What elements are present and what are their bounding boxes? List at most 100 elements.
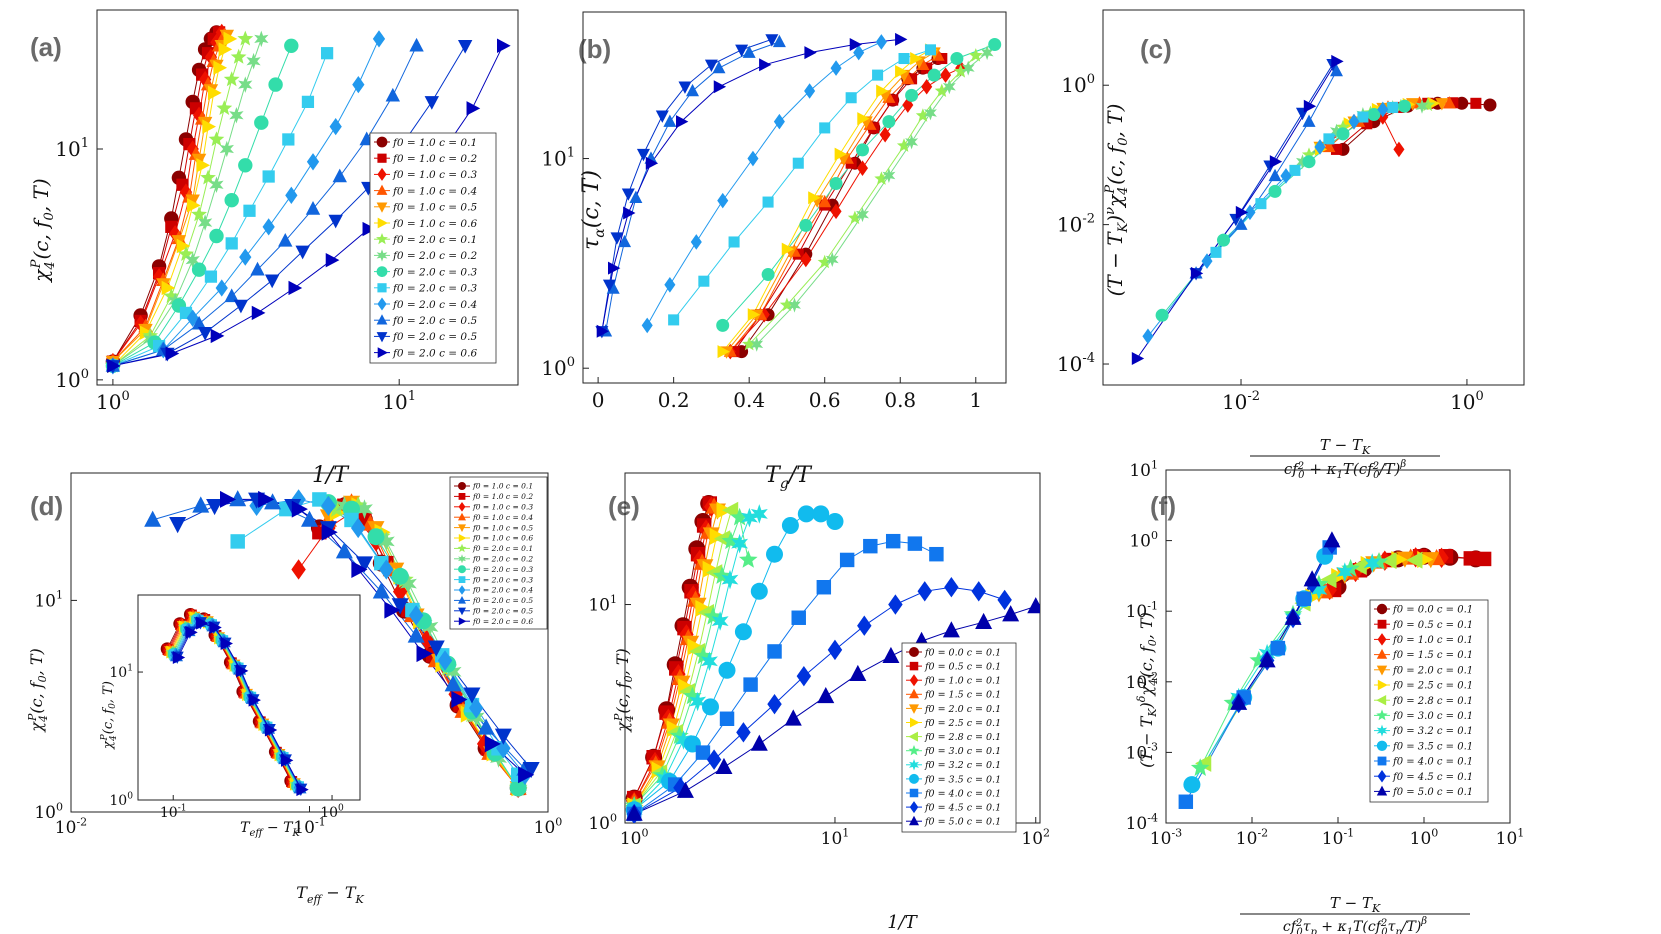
data-point <box>839 552 855 568</box>
legend-label: f0 = 2.5 c = 0.1 <box>924 718 1001 729</box>
data-point <box>139 325 154 340</box>
series-line <box>1238 540 1333 704</box>
data-point <box>451 691 468 709</box>
data-point <box>896 138 912 152</box>
legend-label: f0 = 4.0 c = 0.1 <box>924 788 1001 799</box>
legend-label: f0 = 1.5 c = 0.1 <box>1392 650 1473 661</box>
data-point <box>213 60 228 75</box>
data-point <box>767 693 782 715</box>
data-point <box>356 499 373 519</box>
data-point <box>718 661 736 679</box>
panel-e-data <box>625 495 1040 823</box>
data-point <box>1142 328 1154 345</box>
data-point <box>444 675 462 692</box>
legend-label: f0 = 0.5 c = 0.1 <box>924 662 1001 673</box>
legend-label: f0 = 3.0 c = 0.1 <box>924 746 1001 757</box>
data-point <box>209 228 224 244</box>
legend-marker <box>376 332 388 343</box>
data-point <box>216 100 233 115</box>
panel-a-ytick-label: 101 <box>55 136 89 161</box>
data-point <box>1323 133 1335 145</box>
legend-label: f0 = 3.2 c = 0.1 <box>924 760 1001 771</box>
legend-label: f0 = 1.0 c = 0.4 <box>392 185 477 197</box>
data-point <box>747 308 761 322</box>
data-point <box>1210 246 1222 258</box>
data-point <box>312 492 327 507</box>
panel-d-legend: f0 = 1.0 c = 0.1f0 = 1.0 c = 0.2 f0 = 1.0… <box>449 476 548 630</box>
data-point <box>237 30 254 46</box>
legend-marker <box>909 688 919 699</box>
data-point <box>596 324 610 338</box>
data-point <box>285 186 298 204</box>
data-point <box>233 299 249 314</box>
data-point <box>1284 608 1302 625</box>
data-point <box>301 510 318 527</box>
data-point <box>352 75 365 94</box>
data-point <box>818 194 832 208</box>
data-point <box>1289 164 1301 176</box>
data-point <box>377 531 395 552</box>
legend-marker <box>1376 648 1388 659</box>
panel-f-xtick-label: 100 <box>1410 826 1439 849</box>
panel-f-xtick-label: 101 <box>1496 826 1525 849</box>
data-point <box>721 531 741 550</box>
data-point <box>208 131 225 147</box>
legend-marker <box>910 717 920 728</box>
data-point <box>804 83 816 99</box>
data-point <box>509 779 527 797</box>
data-point <box>1190 266 1204 280</box>
panel-d-inset: 10-1 100 100 101 <box>109 594 361 821</box>
legend-label: f0 = 2.0 c = 0.5 <box>472 596 533 605</box>
data-point <box>742 336 757 351</box>
data-point <box>219 140 234 158</box>
legend-label: f0 = 2.0 c = 0.1 <box>472 544 533 553</box>
panel-e-xtick-label: 101 <box>821 826 850 849</box>
data-point <box>424 96 440 110</box>
legend-marker <box>377 153 387 163</box>
data-point <box>437 650 453 671</box>
data-point <box>224 288 239 303</box>
data-point <box>781 242 795 256</box>
legend-marker <box>457 543 467 553</box>
a-ylabel: χ4P(c, f0, T) <box>29 178 58 283</box>
panel-e-ytick-label: 101 <box>588 593 617 616</box>
data-point <box>282 133 295 146</box>
data-point <box>457 40 473 54</box>
panel-c-xtick-label: 100 <box>1450 389 1484 414</box>
legend-label: f0 = 5.0 c = 0.1 <box>924 817 1001 828</box>
data-point <box>185 251 200 269</box>
data-point <box>325 252 340 268</box>
inset-data-point <box>172 650 186 664</box>
data-point <box>186 198 201 213</box>
data-point <box>251 305 266 321</box>
data-point <box>351 560 368 578</box>
data-point <box>910 52 923 66</box>
data-point <box>717 345 730 359</box>
data-point <box>204 270 218 283</box>
data-point <box>264 493 282 510</box>
e-ylabel: χ4P(c, f0, T) <box>612 648 636 733</box>
panel-c-plot: 10-2 100 10-4 10-2 100 <box>1057 9 1525 414</box>
data-point <box>924 105 937 121</box>
data-point <box>675 730 692 750</box>
panel-d-ytick-label: 101 <box>34 589 63 612</box>
data-point <box>186 140 199 158</box>
data-point <box>254 30 269 48</box>
data-point <box>218 42 233 57</box>
series-line <box>756 52 988 345</box>
data-point <box>1303 570 1321 587</box>
series-line <box>722 49 931 352</box>
panel-b-xtick-label: 0.2 <box>658 388 690 412</box>
data-point <box>888 594 903 615</box>
panel-a-data <box>105 23 511 375</box>
data-point <box>857 615 872 636</box>
data-point <box>706 749 722 770</box>
svg-text:(T − TK)νχ4P(c, f0, T): (T − TK)νχ4P(c, f0, T) <box>1103 104 1131 297</box>
data-point <box>743 677 758 692</box>
data-point <box>961 60 975 76</box>
legend-marker <box>458 482 466 490</box>
data-point <box>673 777 688 798</box>
